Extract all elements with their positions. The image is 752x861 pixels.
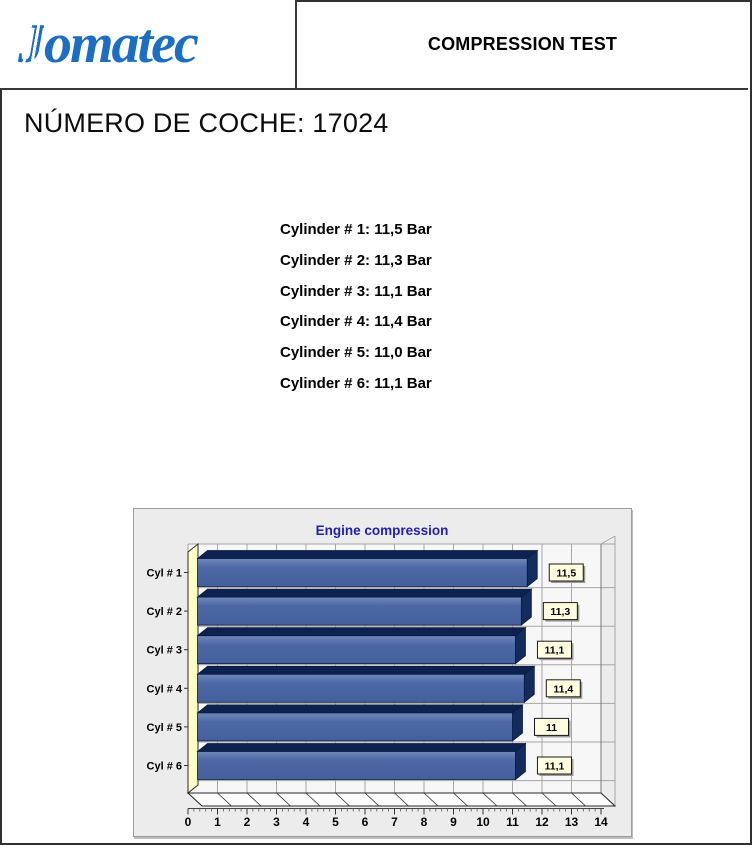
reading-line: Cylinder # 3: 11,1 Bar bbox=[280, 282, 432, 300]
x-axis-tick-label: 14 bbox=[594, 815, 608, 829]
logo-rest: omatec bbox=[44, 13, 199, 75]
x-axis-tick-label: 0 bbox=[185, 815, 192, 829]
x-axis-tick-label: 9 bbox=[450, 815, 457, 829]
value-label: 11,3 bbox=[542, 602, 580, 622]
value-label: 11 bbox=[534, 717, 571, 738]
svg-text:11,1: 11,1 bbox=[545, 645, 565, 657]
bar-cyl-5 bbox=[196, 704, 524, 742]
value-label: 11,5 bbox=[548, 563, 586, 583]
svg-text:11,5: 11,5 bbox=[556, 568, 576, 580]
logo-striped-initial: J bbox=[18, 13, 46, 75]
x-axis-tick-label: 11 bbox=[506, 815, 519, 829]
reading-line: Cylinder # 2: 11,3 Bar bbox=[280, 251, 432, 269]
bar-cyl-1 bbox=[196, 549, 539, 588]
chart-title: Engine compression bbox=[316, 523, 449, 538]
cylinder-readings-list: Cylinder # 1: 11,5 Bar Cylinder # 2: 11,… bbox=[280, 215, 432, 400]
bar-cyl-3 bbox=[196, 626, 527, 665]
value-label: 11,4 bbox=[545, 679, 583, 699]
x-axis-tick-label: 6 bbox=[362, 815, 369, 829]
axis-wall bbox=[187, 542, 199, 795]
svg-text:11,4: 11,4 bbox=[553, 683, 573, 695]
title-cell: COMPRESSION TEST bbox=[297, 0, 748, 88]
svg-text:11,3: 11,3 bbox=[550, 606, 570, 618]
x-axis-tick-label: 8 bbox=[421, 815, 428, 829]
compression-chart: Cyl # 1 11,5 Cyl # 2 11,3 Cyl # 3 11,1 Cyl # 4… bbox=[133, 508, 632, 837]
jomatec-logo: Jomatec bbox=[18, 13, 199, 75]
x-axis-tick-label: 7 bbox=[391, 815, 398, 829]
y-axis-label: Cyl # 5 bbox=[147, 722, 182, 734]
y-axis-label: Cyl # 1 bbox=[147, 568, 182, 580]
value-label: 11,1 bbox=[536, 640, 574, 661]
x-axis: 0 1 2 3 4 5 6 7 8 9 10 11 12 13 14 bbox=[185, 808, 608, 829]
engine-compression-chart-svg: Cyl # 1 11,5 Cyl # 2 11,3 Cyl # 3 11,1 Cyl # 4… bbox=[134, 509, 631, 836]
report-title: COMPRESSION TEST bbox=[427, 33, 618, 54]
report-header: Jomatec COMPRESSION TEST bbox=[0, 0, 748, 90]
x-axis-tick-label: 4 bbox=[303, 815, 310, 829]
x-axis-tick-label: 2 bbox=[244, 815, 251, 829]
svg-text:11,1: 11,1 bbox=[545, 761, 565, 773]
reading-line: Cylinder # 5: 11,0 Bar bbox=[280, 344, 432, 362]
x-axis-tick-label: 13 bbox=[565, 815, 579, 829]
bar-cyl-4 bbox=[196, 665, 536, 704]
bar-cyl-6 bbox=[196, 742, 527, 781]
x-axis-tick-label: 10 bbox=[476, 815, 490, 829]
bar-cyl-2 bbox=[196, 588, 533, 626]
chart-floor bbox=[186, 792, 617, 807]
car-number-heading: NÚMERO DE COCHE: 17024 bbox=[24, 108, 389, 138]
reading-line: Cylinder # 4: 11,4 Bar bbox=[280, 313, 432, 331]
reading-line: Cylinder # 6: 11,1 Bar bbox=[280, 374, 432, 392]
x-axis-tick-label: 1 bbox=[214, 815, 221, 829]
y-axis-label: Cyl # 3 bbox=[147, 645, 182, 657]
y-axis-label: Cyl # 4 bbox=[147, 683, 183, 695]
logo-cell: Jomatec bbox=[0, 0, 297, 88]
y-axis-label: Cyl # 2 bbox=[147, 606, 182, 618]
x-axis-tick-label: 3 bbox=[273, 815, 280, 829]
svg-text:11: 11 bbox=[546, 722, 557, 734]
value-label: 11,1 bbox=[536, 756, 574, 776]
y-axis-label: Cyl # 6 bbox=[147, 761, 182, 773]
reading-line: Cylinder # 1: 11,5 Bar bbox=[280, 221, 432, 238]
x-axis-tick-label: 12 bbox=[535, 815, 549, 829]
x-axis-tick-label: 5 bbox=[332, 815, 339, 829]
